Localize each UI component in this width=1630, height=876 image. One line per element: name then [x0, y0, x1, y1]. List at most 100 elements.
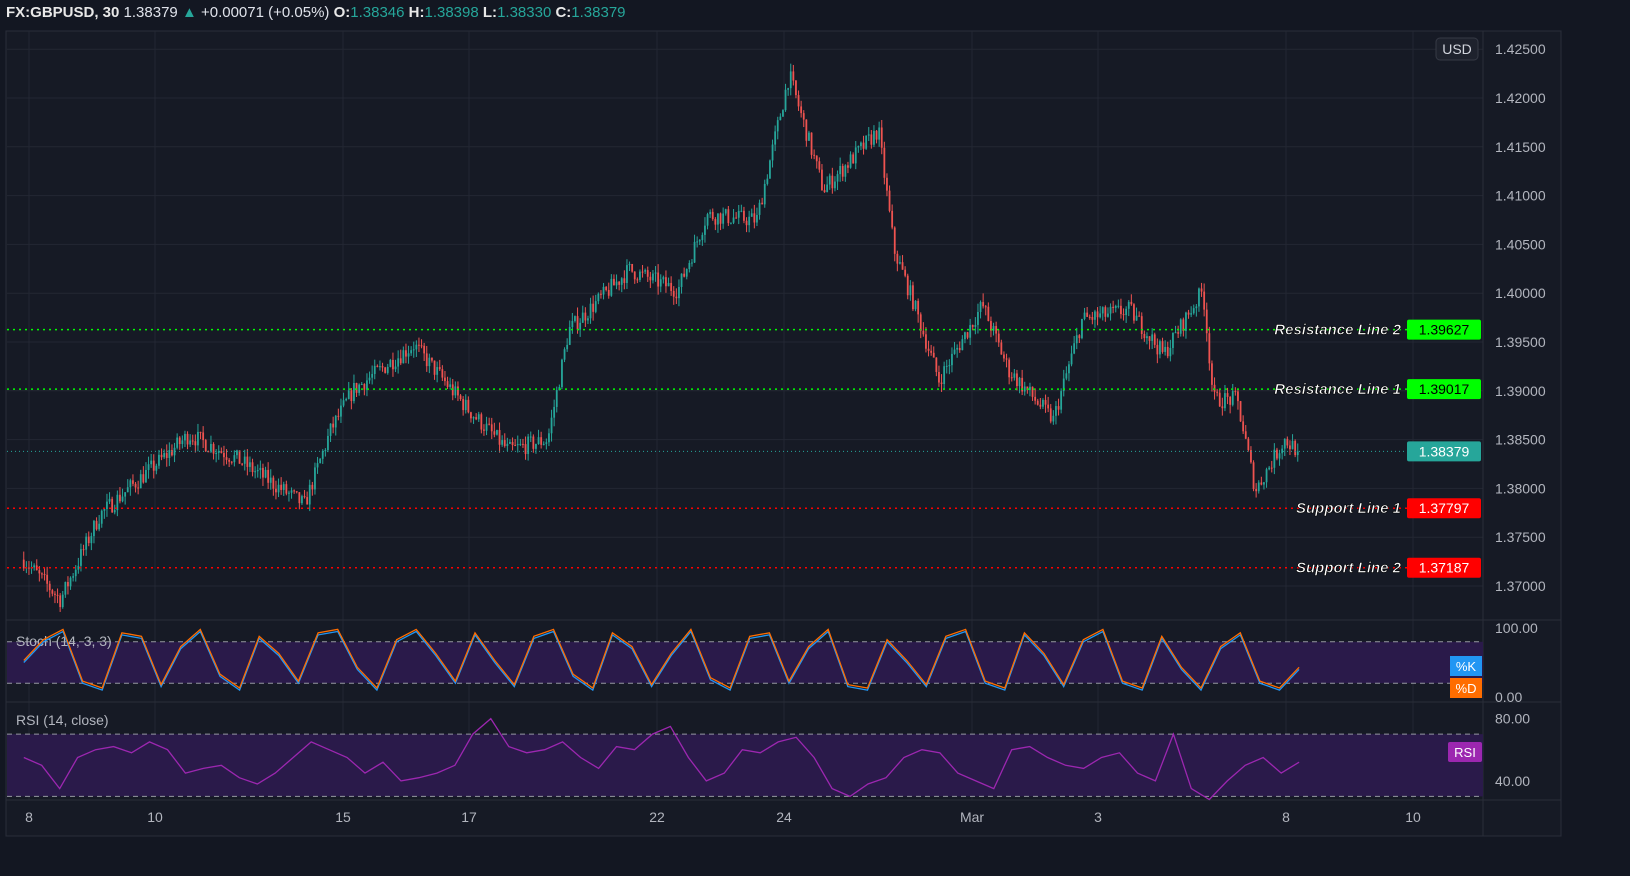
price-axis-label: 1.37000: [1495, 578, 1546, 594]
candle-body: [1221, 406, 1224, 409]
candle-body: [815, 155, 818, 162]
candle-body: [1075, 335, 1078, 344]
candle-body: [735, 217, 738, 219]
candle-body: [1208, 333, 1211, 364]
candle-body: [233, 455, 236, 463]
candle-body: [212, 443, 215, 454]
close-label: C:: [555, 4, 572, 21]
candle-body: [1179, 319, 1182, 334]
candle-body: [776, 120, 779, 132]
candle-body: [1060, 391, 1063, 410]
symbol-title[interactable]: FX:GBPUSD, 30: [6, 4, 120, 21]
candle-body: [1003, 354, 1005, 359]
candle-body: [1185, 312, 1187, 331]
candle-body: [1268, 467, 1271, 470]
candle-body: [620, 278, 623, 285]
candle-body: [589, 303, 592, 319]
candle-body: [1081, 318, 1083, 339]
candle-body: [254, 471, 257, 473]
candle-body: [108, 498, 111, 502]
candle-body: [33, 565, 36, 568]
candle-body: [90, 536, 93, 544]
candle-body: [849, 154, 852, 168]
candle-body: [1065, 373, 1068, 379]
candle-body: [1252, 462, 1255, 490]
candle-body: [1205, 309, 1208, 334]
candle-body: [657, 272, 660, 287]
candle-body: [1036, 400, 1039, 405]
candle-body: [1244, 431, 1247, 439]
candle-body: [922, 330, 925, 335]
candle-body: [971, 325, 974, 327]
currency-button[interactable]: [1435, 37, 1479, 61]
candle-body: [80, 549, 82, 566]
candle-body: [561, 359, 563, 388]
candle-body: [394, 366, 397, 370]
candle-body: [1281, 448, 1284, 454]
candle-body: [665, 277, 667, 287]
candle-body: [431, 357, 433, 361]
high-label: H:: [408, 4, 425, 21]
candle-body: [46, 574, 49, 584]
candle-body: [701, 234, 704, 241]
rsi-tag: [1448, 742, 1482, 762]
candle-body: [332, 423, 335, 428]
candle-body: [150, 460, 153, 465]
candle-body: [280, 484, 283, 490]
candle-body: [191, 440, 194, 442]
candle-body: [1112, 306, 1115, 309]
candle-body: [1265, 469, 1268, 483]
candle-body: [342, 400, 345, 406]
candle-body: [1055, 406, 1057, 416]
candle-body: [685, 269, 688, 277]
candle-body: [893, 227, 896, 254]
candle-body: [288, 492, 290, 494]
support-line-label: Support Line 1: [1296, 500, 1401, 517]
candle-body: [420, 345, 423, 347]
candle-body: [503, 440, 506, 447]
candle-body: [766, 178, 769, 184]
candle-body: [997, 333, 1000, 343]
candle-body: [267, 469, 270, 483]
candle-body: [667, 282, 670, 287]
candle-body: [1250, 450, 1252, 463]
candle-body: [867, 134, 870, 136]
candle-body: [269, 477, 272, 483]
candle-body: [527, 436, 530, 455]
candle-body: [743, 210, 745, 221]
candle-body: [353, 382, 355, 402]
candle-body: [98, 523, 101, 530]
candle-body: [896, 253, 899, 264]
rsi-band: [7, 734, 1483, 797]
candle-body: [771, 144, 774, 161]
candle-body: [821, 169, 823, 191]
candle-body: [662, 277, 665, 280]
time-axis-label: 3: [1094, 809, 1102, 825]
candle-body: [823, 190, 826, 193]
candle-body: [537, 437, 540, 445]
candle-body: [626, 265, 628, 283]
currency-button-label[interactable]: USD: [1442, 41, 1472, 57]
candle-body: [581, 312, 584, 323]
open-label: O:: [333, 4, 351, 21]
candle-body: [519, 443, 522, 445]
candle-body: [327, 435, 329, 451]
candle-body: [813, 154, 816, 156]
candle-body: [449, 384, 452, 387]
candle-body: [636, 279, 639, 281]
candle-body: [574, 316, 576, 321]
candle-body: [368, 377, 371, 381]
candle-body: [878, 127, 881, 140]
candle-body: [927, 348, 930, 351]
candle-body: [704, 225, 706, 235]
candle-body: [511, 441, 514, 446]
candle-body: [628, 263, 631, 266]
candle-body: [891, 210, 894, 228]
candle-body: [355, 382, 358, 393]
candle-body: [72, 576, 75, 578]
candle-body: [594, 301, 597, 312]
candle-body: [795, 80, 797, 96]
candle-body: [550, 417, 553, 434]
last-price-tag-label: 1.38379: [1419, 443, 1470, 459]
